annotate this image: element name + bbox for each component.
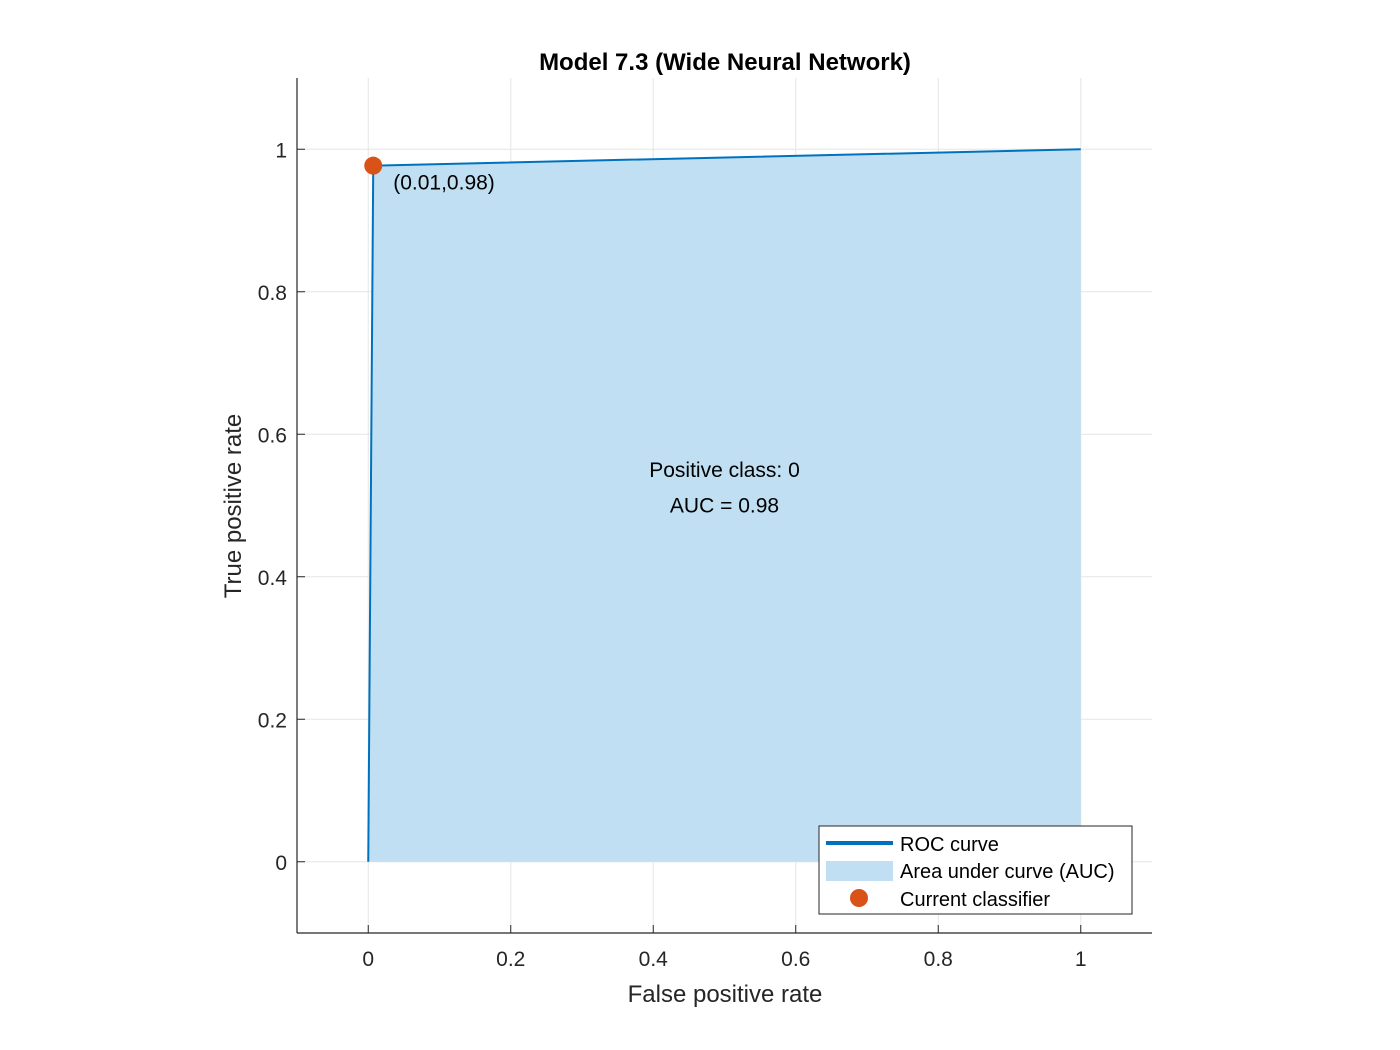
- x-tick-label: 0.4: [639, 948, 669, 971]
- x-axis-label: False positive rate: [628, 981, 823, 1008]
- axes: [296, 78, 1152, 934]
- legend-auc-label: Area under curve (AUC): [900, 861, 1115, 883]
- legend-classifier-label: Current classifier: [900, 889, 1050, 911]
- y-tick-label: 0.6: [258, 424, 287, 447]
- auc-annotation: AUC = 0.98: [670, 495, 779, 518]
- y-tick-label: 0.4: [258, 567, 288, 590]
- legend-auc-swatch: [826, 861, 893, 881]
- legend-classifier-swatch: [850, 889, 868, 907]
- current-classifier-point: [364, 156, 383, 175]
- x-tick-labels: 0 0.2 0.4 0.6 0.8 1: [362, 948, 1086, 971]
- x-tick-label: 0.8: [924, 948, 953, 971]
- x-tick-label: 1: [1075, 948, 1087, 971]
- y-tick-labels: 0 0.2 0.4 0.6 0.8 1: [258, 139, 288, 875]
- y-tick-label: 1: [275, 139, 287, 162]
- positive-class-annotation: Positive class: 0: [649, 459, 800, 482]
- auc-area: [368, 149, 1081, 862]
- chart-title: Model 7.3 (Wide Neural Network): [539, 49, 911, 76]
- y-axis-label: True positive rate: [220, 414, 247, 599]
- x-tick-label: 0: [362, 948, 374, 971]
- x-tick-label: 0.6: [781, 948, 810, 971]
- x-tick-label: 0.2: [496, 948, 525, 971]
- legend-roc-label: ROC curve: [900, 834, 999, 856]
- y-tick-label: 0: [275, 852, 287, 875]
- current-classifier-label: (0.01,0.98): [393, 172, 495, 195]
- y-tick-label: 0.2: [258, 709, 287, 732]
- y-tick-label: 0.8: [258, 282, 287, 305]
- legend: ROC curve Area under curve (AUC) Current…: [818, 825, 1133, 915]
